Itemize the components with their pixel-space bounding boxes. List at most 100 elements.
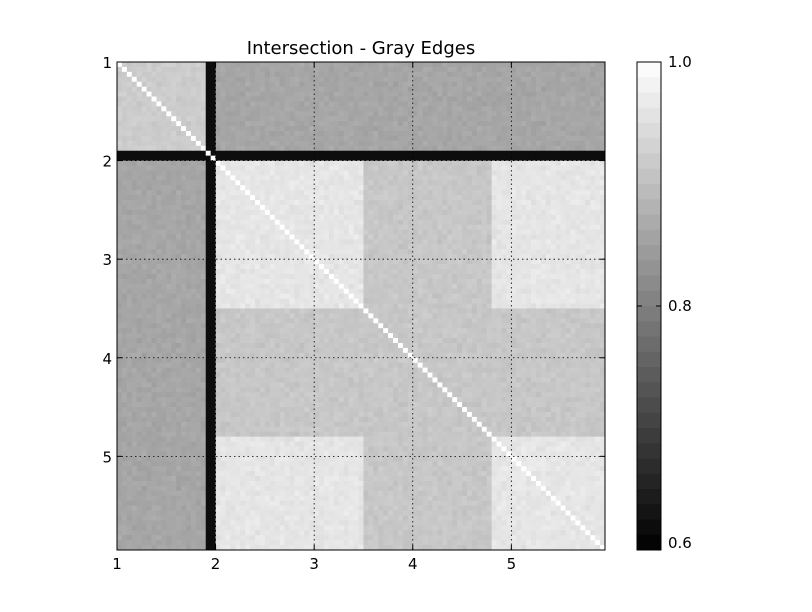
heatmap-cell [417, 180, 424, 186]
heatmap-cell [521, 229, 527, 235]
heatmap-cell [516, 234, 522, 240]
heatmap-cell [220, 278, 226, 285]
heatmap-cell [590, 66, 596, 73]
heatmap-cell [166, 209, 172, 216]
heatmap-cell [136, 91, 143, 97]
heatmap-cell [141, 259, 147, 265]
heatmap-cell [255, 96, 261, 102]
heatmap-cell [407, 66, 414, 73]
heatmap-cell [511, 249, 517, 255]
heatmap-cell [314, 111, 320, 117]
heatmap-cell [255, 121, 261, 127]
heatmap-cell [570, 224, 576, 230]
heatmap-cell [580, 244, 586, 250]
heatmap-cell [383, 135, 389, 142]
heatmap-cell [521, 244, 527, 250]
heatmap-cell [274, 200, 281, 206]
heatmap-cell [141, 91, 147, 97]
heatmap-cell [264, 111, 271, 117]
heatmap-cell [343, 101, 350, 107]
heatmap-cell [383, 126, 389, 132]
heatmap-cell [481, 126, 488, 132]
heatmap-cell [333, 140, 340, 147]
heatmap-cell [496, 165, 502, 171]
heatmap-cell [535, 224, 542, 230]
heatmap-cell [535, 185, 542, 191]
heatmap-cell [299, 293, 305, 300]
heatmap-cell [383, 298, 389, 304]
heatmap-cell [397, 91, 404, 97]
heatmap-cell [575, 249, 581, 255]
heatmap-cell [225, 145, 231, 152]
heatmap-cell [516, 76, 522, 83]
heatmap-cell [595, 150, 601, 157]
heatmap-cell [521, 298, 527, 304]
heatmap-cell [250, 288, 256, 295]
heatmap-cell [274, 131, 281, 137]
heatmap-cell [294, 200, 300, 206]
heatmap-cell [457, 170, 463, 176]
heatmap-cell [151, 150, 157, 157]
heatmap-cell [486, 62, 493, 68]
heatmap-cell [506, 96, 512, 102]
heatmap-cell [195, 185, 202, 191]
heatmap-cell [200, 273, 207, 280]
heatmap-cell [535, 214, 542, 221]
heatmap-cell [447, 273, 453, 280]
heatmap-cell [388, 219, 394, 226]
heatmap-cell [412, 131, 419, 137]
heatmap-cell [338, 170, 345, 176]
heatmap-cell [121, 244, 128, 250]
heatmap-cell [264, 86, 271, 92]
heatmap-cell [388, 111, 394, 117]
heatmap-cell [255, 62, 261, 68]
heatmap-cell [585, 121, 591, 127]
heatmap-cell [279, 170, 285, 176]
heatmap-cell [388, 249, 394, 255]
heatmap-cell [161, 239, 167, 245]
heatmap-cell [496, 200, 502, 206]
heatmap-cell [481, 150, 488, 157]
heatmap-cell [220, 126, 226, 132]
heatmap-cell [264, 200, 271, 206]
heatmap-cell [121, 96, 128, 102]
heatmap-cell [550, 204, 557, 211]
heatmap-cell [131, 214, 138, 221]
heatmap-cell [501, 298, 507, 304]
heatmap-cell [511, 303, 517, 309]
heatmap-cell [171, 76, 177, 83]
heatmap-cell [324, 135, 330, 142]
heatmap-cell [540, 126, 547, 132]
heatmap-cell [397, 234, 404, 240]
heatmap-cell [348, 229, 355, 235]
heatmap-cell [117, 288, 123, 295]
heatmap-cell [215, 91, 221, 97]
heatmap-cell [511, 71, 517, 78]
heatmap-cell [476, 273, 483, 280]
heatmap-cell [373, 303, 379, 309]
heatmap-cell [264, 121, 271, 127]
heatmap-cell [535, 273, 542, 280]
heatmap-cell [368, 150, 374, 157]
heatmap-cell [141, 264, 147, 270]
heatmap-cell [407, 229, 414, 235]
heatmap-cell [294, 239, 300, 245]
heatmap-cell [131, 62, 138, 68]
heatmap-cell [417, 86, 424, 92]
heatmap-cell [595, 140, 601, 147]
heatmap-cell [264, 244, 271, 250]
heatmap-cell [255, 273, 261, 280]
heatmap-cell [141, 71, 147, 78]
heatmap-cell [481, 303, 488, 309]
heatmap-cell [117, 155, 123, 161]
heatmap-cell [289, 140, 295, 147]
heatmap-cell [126, 175, 133, 181]
heatmap-cell [166, 219, 172, 226]
heatmap-cell [535, 229, 542, 235]
heatmap-cell [240, 293, 246, 300]
heatmap-cell [299, 116, 305, 122]
heatmap-cell [126, 170, 133, 176]
heatmap-cell [304, 81, 310, 88]
heatmap-cell [417, 259, 424, 265]
heatmap-cell [166, 269, 172, 275]
